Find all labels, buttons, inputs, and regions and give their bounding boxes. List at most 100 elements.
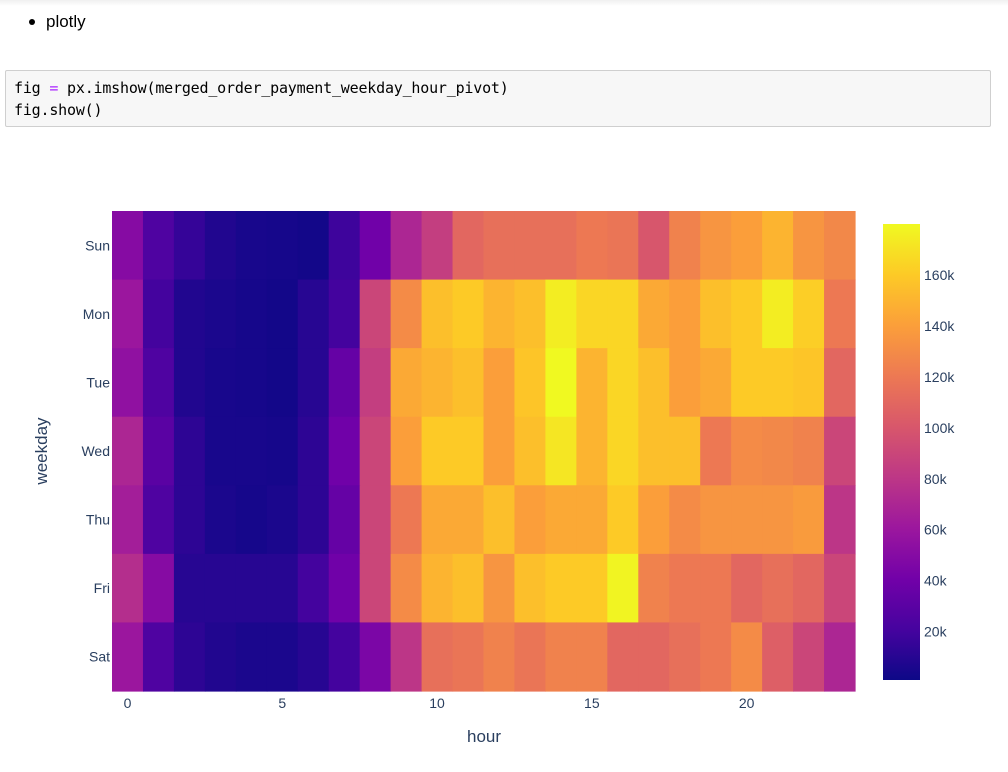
heatmap-cell[interactable] — [359, 553, 392, 624]
heatmap-cell[interactable] — [421, 485, 454, 555]
heatmap-cell[interactable] — [173, 553, 206, 624]
heatmap-cell[interactable] — [112, 553, 144, 624]
heatmap-cell[interactable] — [452, 485, 485, 555]
heatmap-chart[interactable]: Sun Mon Tue Wed Thu Fri Sat 0 5 10 15 20 weekday h… — [0, 180, 1008, 767]
heatmap-cell[interactable] — [576, 622, 608, 692]
heatmap-cell[interactable] — [297, 485, 330, 555]
heatmap-cell[interactable] — [793, 553, 825, 624]
heatmap-cell[interactable] — [669, 348, 701, 418]
heatmap-cell[interactable] — [514, 622, 547, 692]
heatmap-cell[interactable] — [390, 553, 423, 624]
heatmap-cell[interactable] — [483, 348, 516, 418]
heatmap-cell[interactable] — [266, 348, 299, 418]
heatmap-cell[interactable] — [173, 279, 206, 349]
heatmap-cell[interactable] — [638, 211, 670, 281]
heatmap-cell[interactable] — [638, 348, 670, 418]
heatmap-cell[interactable] — [173, 622, 206, 692]
heatmap-cell[interactable] — [731, 416, 763, 486]
heatmap-cell[interactable] — [545, 211, 577, 281]
heatmap-cell[interactable] — [607, 348, 639, 418]
heatmap-cell[interactable] — [545, 622, 577, 692]
heatmap-cell[interactable] — [142, 485, 175, 555]
heatmap-cell[interactable] — [142, 279, 175, 349]
heatmap-cell[interactable] — [793, 622, 825, 692]
heatmap-cell[interactable] — [235, 211, 268, 281]
heatmap-cell[interactable] — [328, 348, 361, 418]
heatmap-cell[interactable] — [545, 279, 577, 349]
heatmap-cell[interactable] — [576, 485, 608, 555]
heatmap-cell[interactable] — [824, 211, 856, 281]
heatmap-cell[interactable] — [328, 211, 361, 281]
heatmap-cell[interactable] — [142, 416, 175, 486]
heatmap-cell[interactable] — [452, 348, 485, 418]
heatmap-cell[interactable] — [700, 279, 732, 349]
heatmap-cell[interactable] — [638, 416, 670, 486]
heatmap-cell[interactable] — [700, 348, 732, 418]
heatmap-cell[interactable] — [731, 485, 763, 555]
heatmap-cell[interactable] — [452, 416, 485, 486]
heatmap-cell[interactable] — [266, 553, 299, 624]
heatmap-cell[interactable] — [266, 416, 299, 486]
heatmap-cell[interactable] — [297, 622, 330, 692]
heatmap-cell[interactable] — [762, 211, 794, 281]
heatmap-cell[interactable] — [112, 279, 144, 349]
heatmap-cell[interactable] — [700, 211, 732, 281]
heatmap-cell[interactable] — [514, 211, 547, 281]
heatmap-cell[interactable] — [793, 485, 825, 555]
heatmap-cell[interactable] — [142, 348, 175, 418]
heatmap-cell[interactable] — [607, 622, 639, 692]
heatmap-cell[interactable] — [638, 622, 670, 692]
heatmap-cell[interactable] — [607, 553, 639, 624]
heatmap-cell[interactable] — [762, 279, 794, 349]
heatmap-cell[interactable] — [204, 485, 237, 555]
heatmap-cell[interactable] — [483, 279, 516, 349]
heatmap-cell[interactable] — [297, 348, 330, 418]
heatmap-cell[interactable] — [824, 553, 856, 624]
heatmap-cell[interactable] — [421, 348, 454, 418]
heatmap-cell[interactable] — [204, 348, 237, 418]
heatmap-cell[interactable] — [483, 485, 516, 555]
heatmap-cell[interactable] — [359, 485, 392, 555]
heatmap-cell[interactable] — [204, 416, 237, 486]
heatmap-cell[interactable] — [266, 279, 299, 349]
heatmap-cell[interactable] — [793, 416, 825, 486]
heatmap-cell[interactable] — [576, 211, 608, 281]
heatmap-cell[interactable] — [483, 211, 516, 281]
heatmap-cell[interactable] — [390, 348, 423, 418]
heatmap-cell[interactable] — [173, 485, 206, 555]
heatmap-cell[interactable] — [297, 553, 330, 624]
heatmap-cell[interactable] — [359, 348, 392, 418]
heatmap-cell[interactable] — [328, 622, 361, 692]
heatmap-cell[interactable] — [328, 485, 361, 555]
heatmap-cell[interactable] — [824, 485, 856, 555]
heatmap-cell[interactable] — [545, 485, 577, 555]
heatmap-cell[interactable] — [576, 416, 608, 486]
heatmap-cell[interactable] — [700, 485, 732, 555]
heatmap-cell[interactable] — [204, 211, 237, 281]
heatmap-cell[interactable] — [173, 348, 206, 418]
heatmap-cell[interactable] — [514, 553, 547, 624]
heatmap-cell[interactable] — [452, 279, 485, 349]
heatmap-cell[interactable] — [514, 279, 547, 349]
heatmap-cell[interactable] — [390, 485, 423, 555]
heatmap-cell[interactable] — [112, 485, 144, 555]
heatmap-cell[interactable] — [483, 553, 516, 624]
heatmap-cell[interactable] — [514, 416, 547, 486]
heatmap-cell[interactable] — [731, 279, 763, 349]
heatmap-cell[interactable] — [545, 416, 577, 486]
heatmap-cell[interactable] — [576, 553, 608, 624]
heatmap-cell[interactable] — [824, 622, 856, 692]
heatmap-cell[interactable] — [204, 553, 237, 624]
heatmap-cell[interactable] — [173, 211, 206, 281]
plotly-output[interactable]: Sun Mon Tue Wed Thu Fri Sat 0 5 10 15 20 weekday h… — [0, 180, 1008, 767]
heatmap-cell[interactable] — [607, 416, 639, 486]
heatmap-cell[interactable] — [638, 553, 670, 624]
heatmap-cell[interactable] — [421, 416, 454, 486]
heatmap-cell[interactable] — [483, 622, 516, 692]
heatmap-cell[interactable] — [452, 211, 485, 281]
heatmap-cell[interactable] — [700, 622, 732, 692]
heatmap-cell[interactable] — [421, 279, 454, 349]
heatmap-cell[interactable] — [328, 279, 361, 349]
heatmap-cell[interactable] — [793, 348, 825, 418]
heatmap-cell[interactable] — [700, 416, 732, 486]
